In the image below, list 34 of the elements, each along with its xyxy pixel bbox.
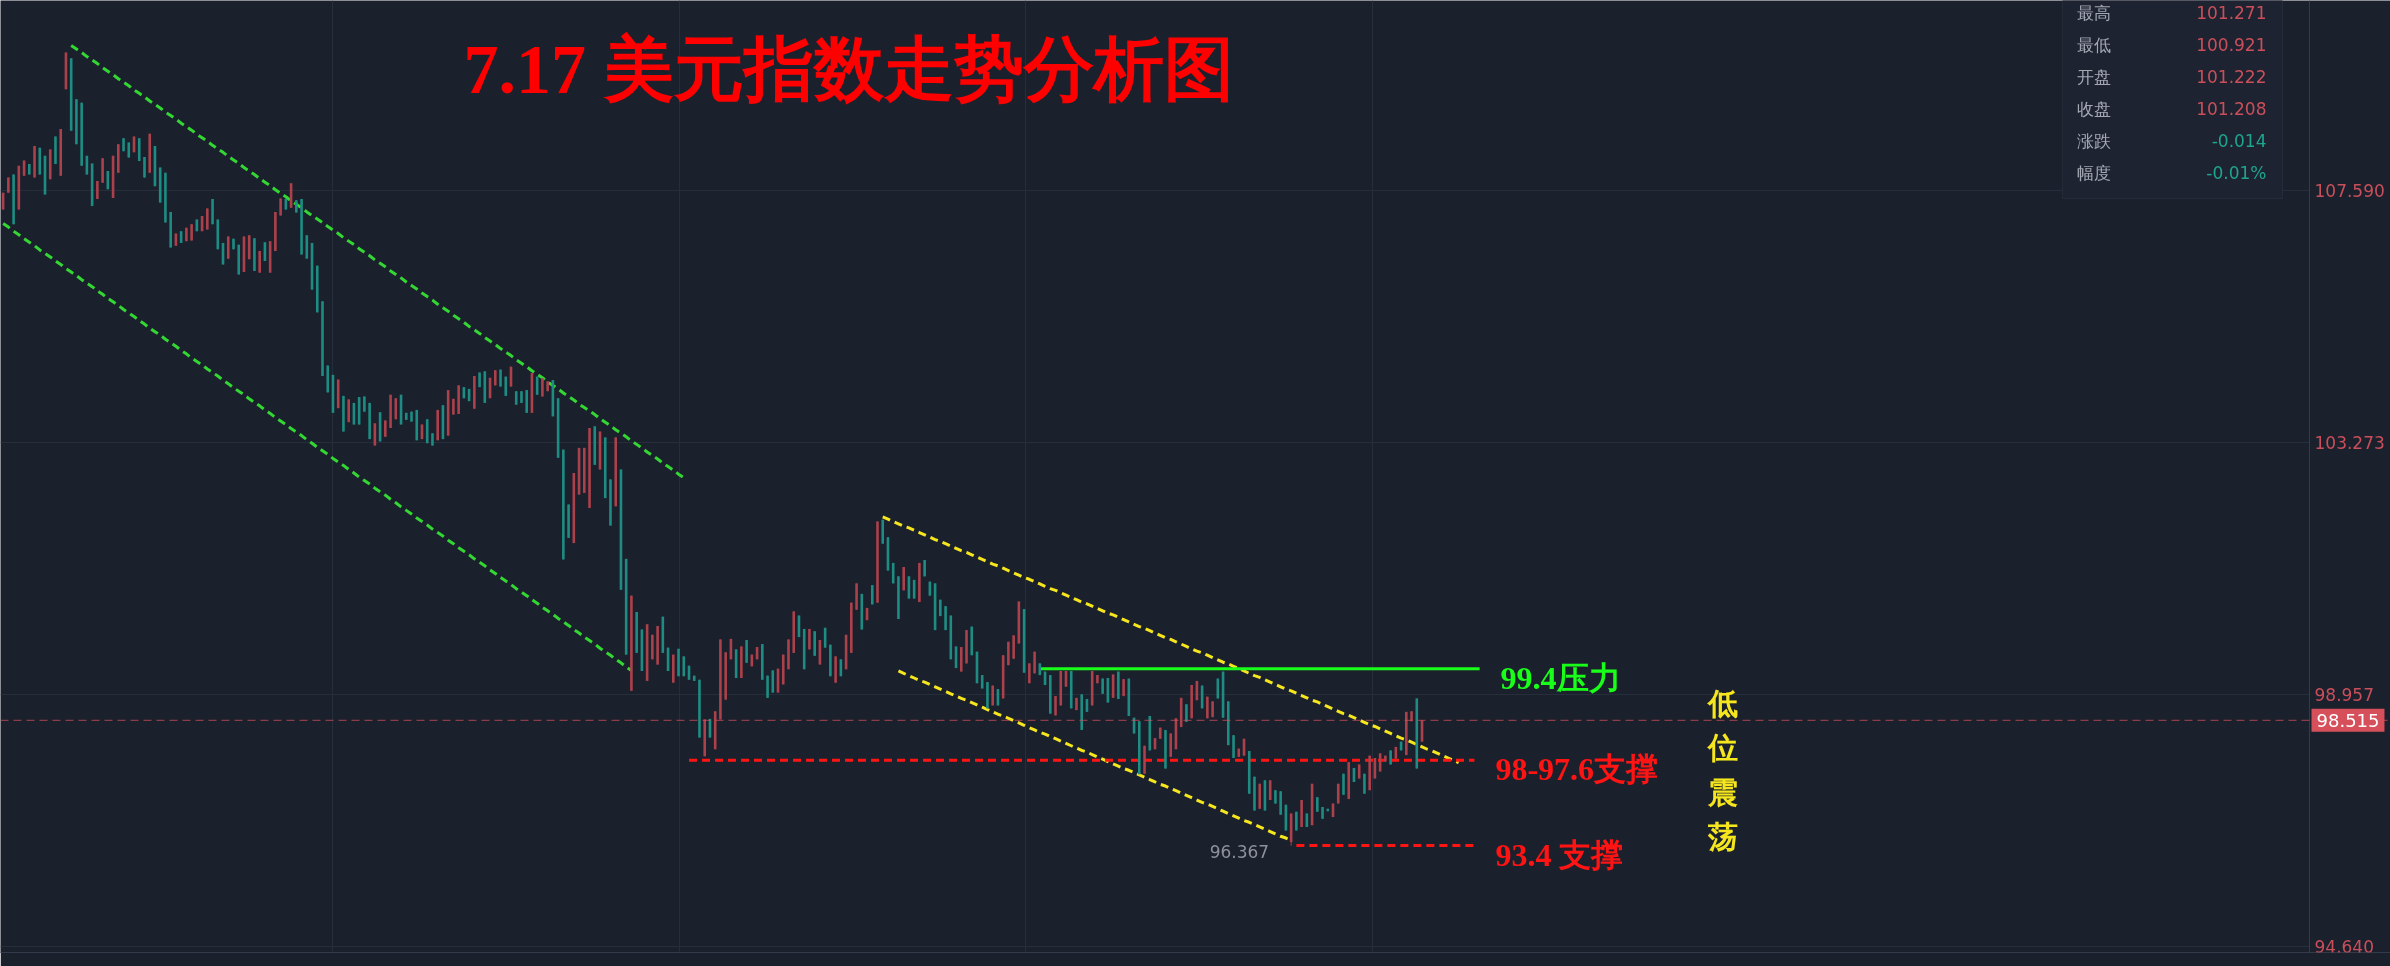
candlestick [1012, 634, 1015, 660]
line-series [1, 222, 633, 672]
candlestick [1169, 732, 1173, 758]
chart-title: 7.17 美元指数走势分析图 [463, 30, 1234, 108]
y-tick-label: 94.640 [2314, 937, 2374, 958]
y-tick-label: 107.590 [2314, 180, 2385, 201]
annotation: 100.921 [2196, 35, 2267, 55]
annotation: 101.208 [2196, 99, 2267, 119]
candlestick [771, 669, 775, 694]
series-label: 93.4 支撑 [1495, 836, 1624, 873]
series-label: 98-97.6支撑 [1495, 751, 1659, 788]
line-series [881, 515, 1461, 765]
candlestick [305, 234, 309, 260]
candlestick [745, 639, 748, 664]
y-tick-label: 103.273 [2314, 432, 2385, 453]
series-label: 99.4压力 [1500, 659, 1621, 696]
candlestick [1279, 790, 1282, 816]
annotation: -0.01% [2206, 162, 2267, 183]
annotation: 收盘 [2076, 98, 2111, 119]
annotation: 101.222 [2196, 67, 2267, 87]
annotation: 101.271 [2196, 3, 2267, 23]
annotation: 开盘 [2076, 66, 2111, 87]
annotation: 幅度 [2076, 162, 2111, 183]
y-tick-label: 98.957 [2314, 685, 2374, 706]
annotation: 低位震荡 [1706, 686, 1738, 854]
annotation: -0.014 [2211, 131, 2267, 151]
ref-line-label: 98.515 [2316, 709, 2380, 731]
annotation: 最高 [2076, 2, 2111, 23]
candlestick [258, 250, 261, 274]
annotation: 96.367 [1209, 842, 1270, 863]
annotation: 最低 [2076, 34, 2111, 55]
candlestick [525, 389, 529, 414]
candlestick [226, 235, 230, 260]
annotation: 涨跌 [2076, 130, 2111, 151]
